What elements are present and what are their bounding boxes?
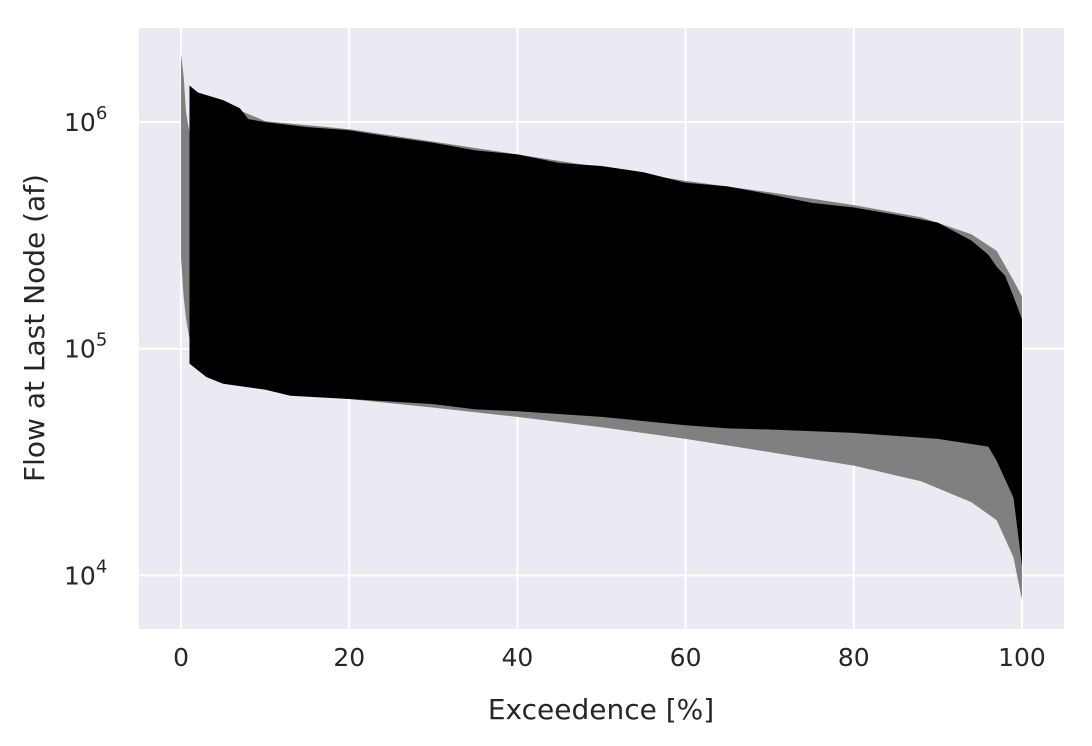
y-tick-label: 105 [64,330,107,364]
x-tick-label: 60 [670,643,702,672]
x-tick-label: 20 [333,643,365,672]
x-tick-label: 80 [838,643,870,672]
data-areas [181,53,1022,600]
x-tick-label: 100 [998,643,1046,672]
y-tick-label: 106 [64,103,107,137]
y-tick-labels: 104 105 106 [64,103,107,590]
area-series-2 [189,85,1022,566]
x-tick-labels: 0 20 40 60 80 100 [173,643,1046,672]
x-tick-label: 0 [173,643,189,672]
y-tick-label: 104 [64,556,107,590]
x-tick-label: 40 [502,643,534,672]
y-axis-label: Flow at Last Node (af) [18,174,51,482]
x-axis-label: Exceedence [%] [488,693,714,726]
